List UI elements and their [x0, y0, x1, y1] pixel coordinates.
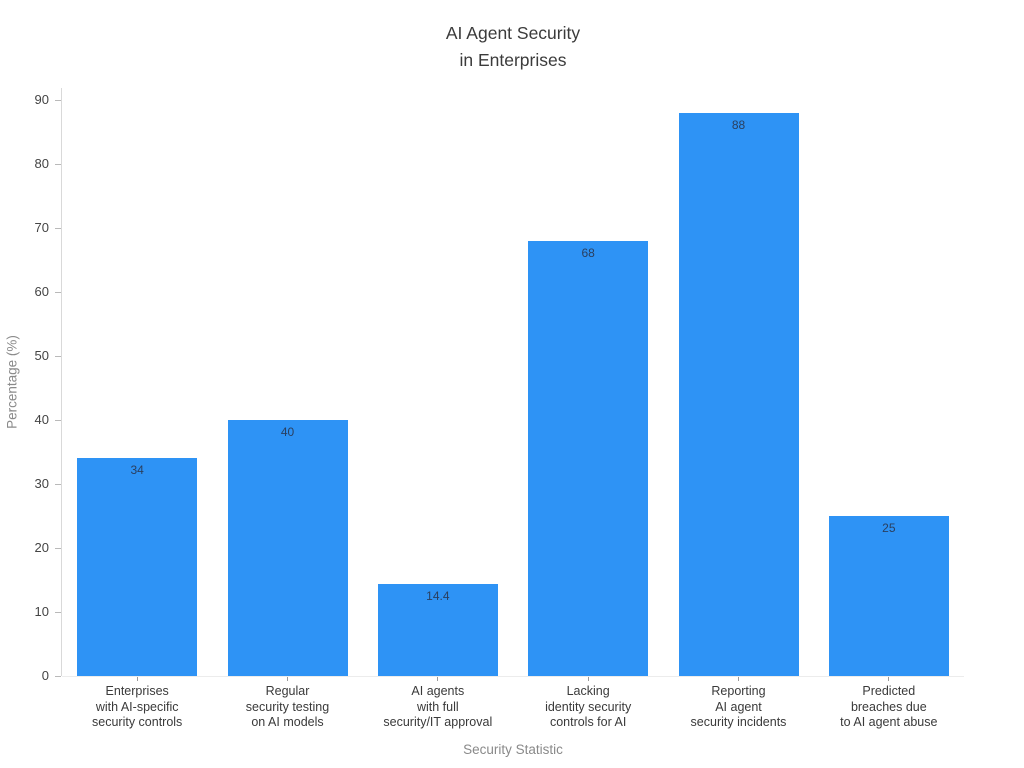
y-tick-label: 20 — [34, 540, 49, 555]
y-tick-label: 50 — [34, 348, 49, 363]
bar — [377, 583, 498, 676]
y-tick-mark — [55, 227, 61, 229]
x-tick-label: AI agents with full security/IT approval — [383, 684, 493, 729]
y-tick-mark — [55, 675, 61, 677]
x-tick-label: Enterprises with AI-specific security co… — [92, 684, 183, 729]
y-tick-label: 30 — [34, 476, 49, 491]
bar — [77, 458, 198, 676]
x-tick-mark — [587, 677, 589, 681]
y-tick-label: 40 — [34, 412, 49, 427]
x-tick-mark — [287, 677, 288, 681]
y-axis-spine — [61, 88, 62, 676]
plot-area: 0 10 20 30 40 50 60 70 80 90 34 Enterprises with AI… — [35, 88, 964, 729]
bar-value-label: 40 — [280, 425, 295, 439]
x-tick-label: Lacking identity security controls for A… — [545, 684, 632, 729]
bar-value-label: 68 — [581, 245, 595, 260]
x-tick-label: Regular security testing on AI models — [245, 684, 330, 729]
bar-value-label: 88 — [731, 117, 746, 132]
y-tick-mark — [55, 355, 61, 357]
y-tick-label: 60 — [34, 284, 49, 299]
y-tick-mark — [55, 611, 61, 613]
bar — [227, 420, 348, 676]
y-tick-label: 90 — [34, 92, 49, 107]
y-tick-mark — [55, 483, 61, 485]
x-tick-label: Reporting AI agent security incidents — [690, 684, 787, 729]
bar-value-label: 34 — [130, 463, 144, 478]
bar — [528, 240, 649, 676]
y-tick-label: 0 — [41, 668, 49, 683]
x-tick-mark — [888, 677, 890, 681]
y-tick-mark — [55, 291, 61, 293]
bar — [678, 112, 799, 676]
y-tick-label: 10 — [34, 604, 49, 619]
x-tick-label: Predicted breaches due to AI agent abuse — [840, 684, 938, 729]
y-tick-mark — [55, 163, 61, 165]
y-tick-label: 80 — [34, 156, 49, 171]
bar-value-label: 25 — [882, 521, 896, 535]
x-tick-mark — [136, 677, 138, 681]
y-tick-mark — [55, 547, 61, 549]
y-tick-mark — [55, 419, 61, 421]
y-tick-mark — [55, 99, 61, 101]
chart-title: AI Agent Security in Enterprises — [445, 23, 581, 70]
y-tick-label: 70 — [34, 220, 49, 235]
bar-value-label: 14.4 — [426, 588, 450, 603]
x-tick-mark — [437, 677, 439, 681]
x-axis-title: Security Statistic — [463, 742, 563, 757]
bar — [828, 516, 949, 676]
x-axis-spine — [62, 676, 964, 677]
x-tick-mark — [738, 677, 739, 681]
